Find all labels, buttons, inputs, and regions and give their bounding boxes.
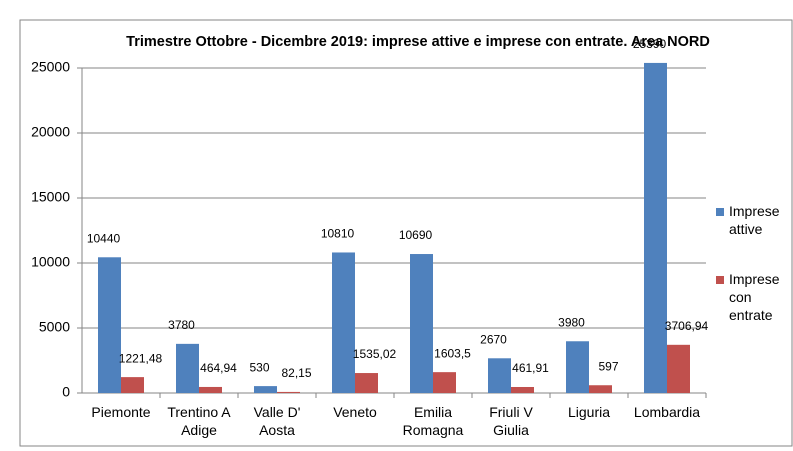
data-label: 3980: [558, 315, 585, 329]
y-tick-label: 25000: [31, 59, 70, 75]
data-label: 1535,02: [353, 347, 397, 361]
data-label: 1221,48: [119, 351, 163, 365]
x-tick-label: Piemonte: [91, 404, 151, 420]
chart-title: Trimestre Ottobre - Dicembre 2019: impre…: [126, 34, 710, 50]
x-tick-label: Veneto: [333, 404, 377, 420]
bar: [589, 385, 612, 393]
legend-label: Imprese con entrate: [729, 271, 780, 323]
data-label: 464,94: [200, 361, 237, 375]
x-tick-label: Friuli V Giulia: [489, 404, 533, 438]
data-label: 597: [598, 359, 618, 373]
data-label: 10440: [87, 231, 121, 245]
bar: [332, 252, 355, 393]
bar: [566, 341, 589, 393]
bar: [644, 62, 667, 394]
legend-swatch: [716, 208, 724, 216]
y-tick-label: 10000: [31, 254, 70, 270]
y-tick-label: 0: [62, 384, 70, 400]
bar: [488, 358, 511, 393]
bar: [433, 372, 456, 393]
x-tick-label: Trentino A Adige: [167, 404, 231, 438]
data-label: 3706,94: [665, 319, 709, 333]
x-tick-label: Emilia Romagna: [402, 404, 464, 438]
y-tick-label: 20000: [31, 124, 70, 140]
x-tick-label: Valle D' Aosta: [253, 404, 301, 438]
bar: [199, 386, 222, 393]
bar: [98, 257, 121, 393]
legend-label: Imprese attive: [729, 203, 780, 237]
data-label: 10810: [321, 227, 355, 241]
data-label: 3780: [168, 318, 195, 332]
data-label: 2670: [480, 332, 507, 346]
bar: [254, 386, 277, 393]
y-tick-label: 5000: [39, 319, 70, 335]
data-label: 10690: [399, 228, 433, 242]
x-tick-label: Lombardia: [633, 404, 701, 420]
y-tick-label: 15000: [31, 189, 70, 205]
data-label: 461,91: [512, 361, 549, 375]
data-label: 25390: [633, 37, 667, 51]
bar: [121, 377, 144, 393]
data-label: 1603,5: [434, 346, 471, 360]
bar: [176, 343, 199, 393]
bar: [277, 391, 300, 393]
bar: [355, 373, 378, 393]
bar: [511, 386, 534, 393]
x-tick-label: Liguria: [567, 404, 611, 420]
data-label: 82,15: [281, 366, 311, 380]
bar: [667, 344, 690, 393]
legend-swatch: [716, 276, 724, 284]
bar: [410, 254, 433, 393]
data-label: 530: [249, 360, 269, 374]
